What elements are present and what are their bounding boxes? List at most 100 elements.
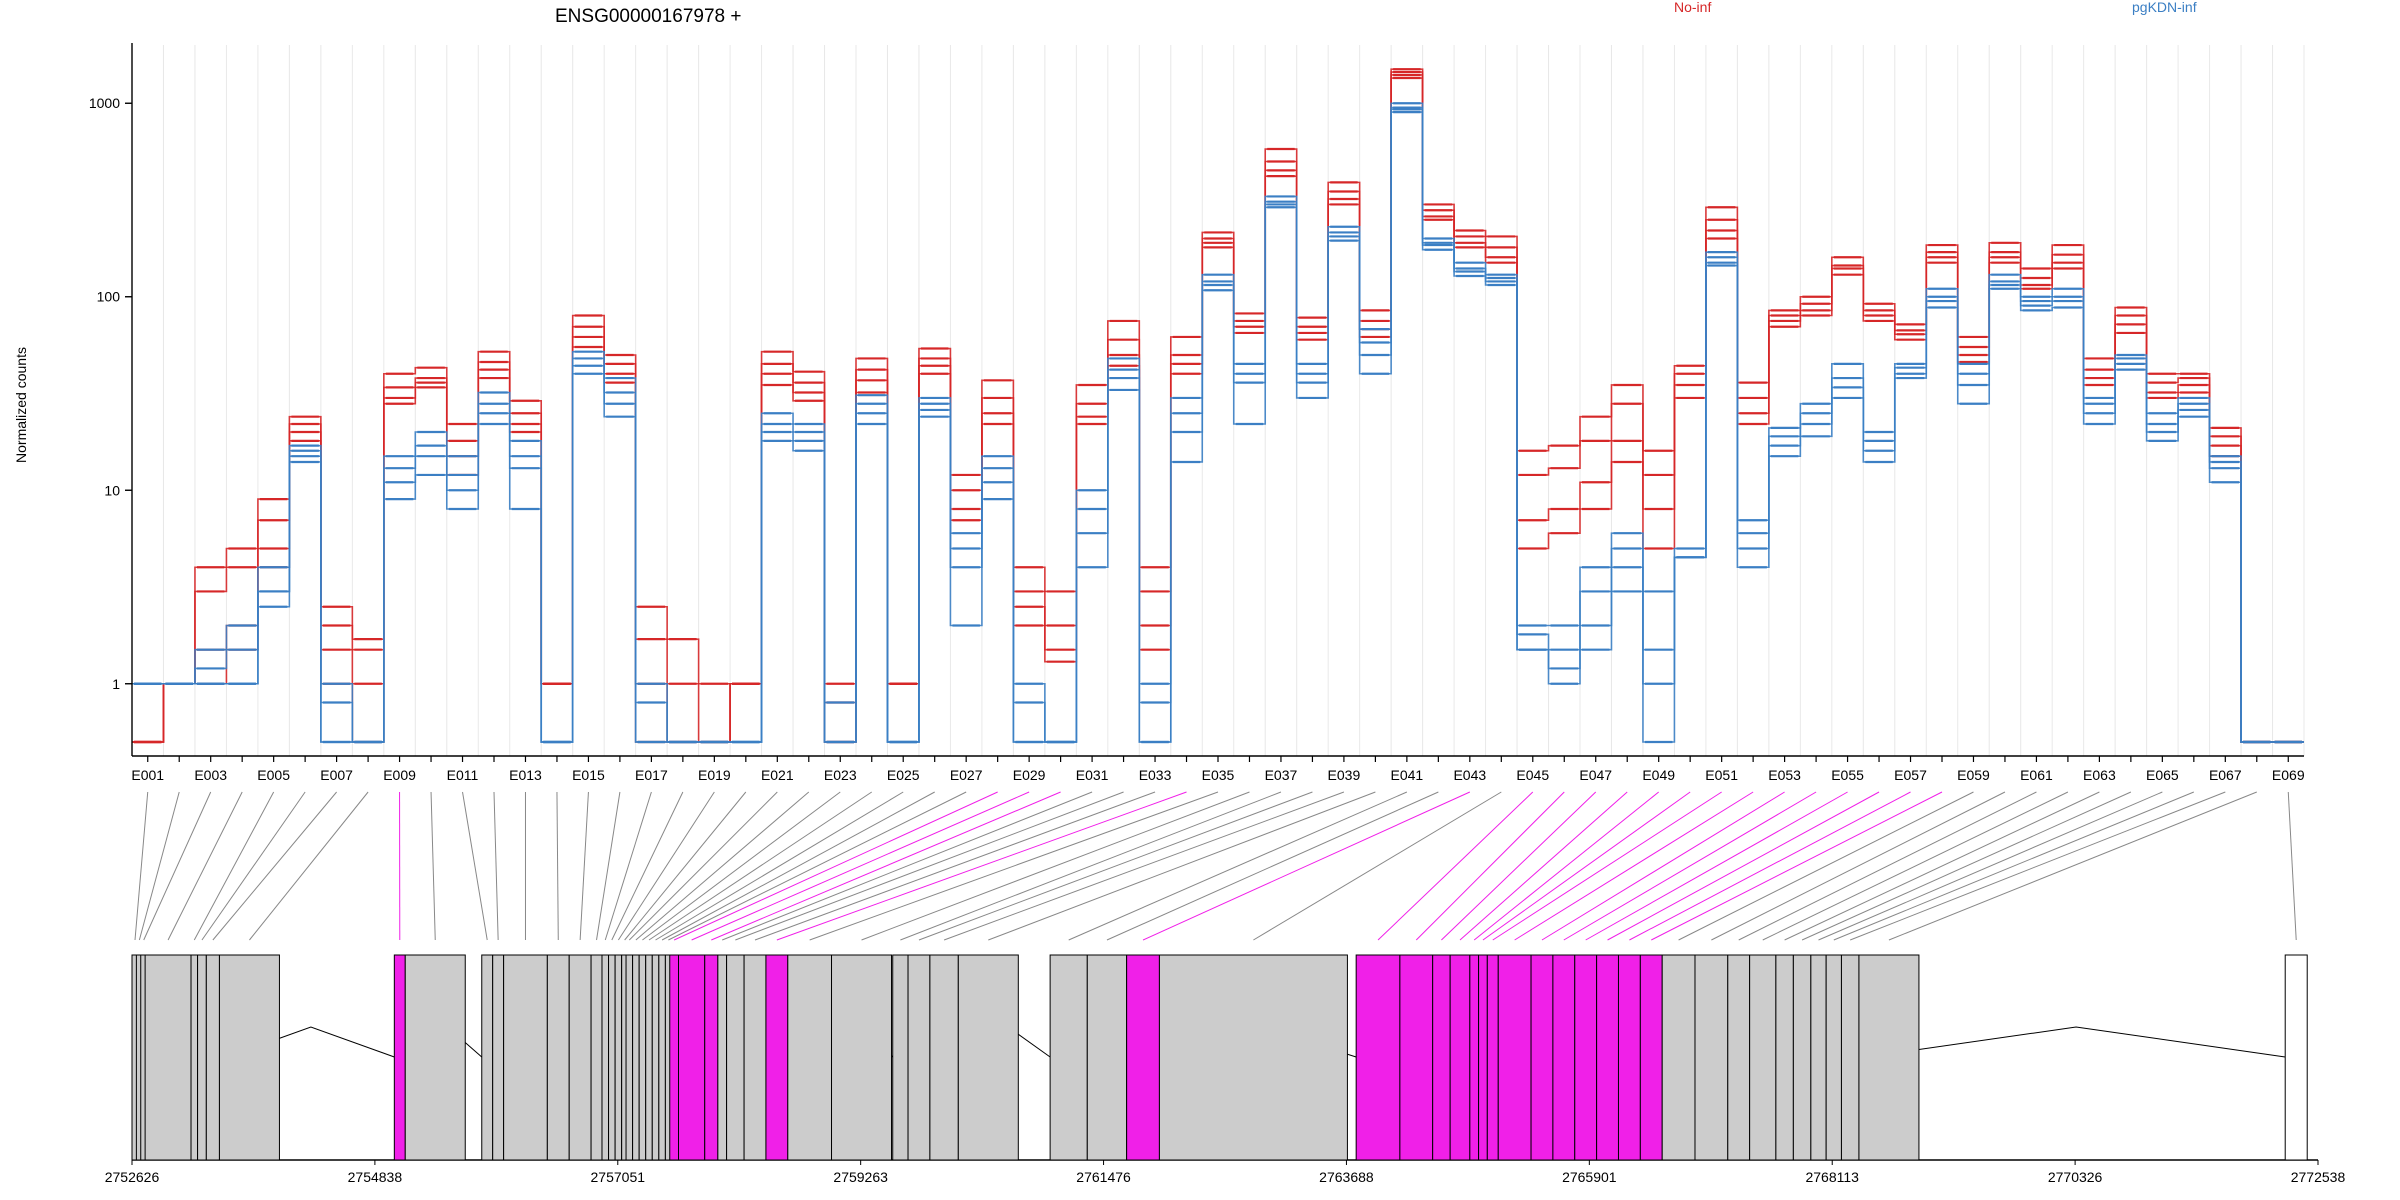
gene-exon-e055 <box>1574 954 1598 1161</box>
gene-exon-e053 <box>1530 954 1554 1161</box>
exon-tick-label: E037 <box>1265 767 1298 783</box>
connector-e018 <box>611 791 684 941</box>
exon-tick-label: E065 <box>2146 767 2179 783</box>
genomic-coordinate-label: 2759263 <box>833 1169 888 1185</box>
exon-tick-label: E061 <box>2020 767 2053 783</box>
connector-e035 <box>809 791 1219 941</box>
gene-exon-e008 <box>218 954 280 1161</box>
exon-tick-label: E057 <box>1894 767 1927 783</box>
gene-exon-e052 <box>1497 954 1532 1161</box>
connector-e067 <box>1850 791 2226 941</box>
axes: 1 10 100 1000 E001 E003 E005 E007 E009 E011 E013 E0… <box>89 43 2305 783</box>
connector-e042 <box>1106 791 1439 941</box>
series-line <box>132 74 2304 743</box>
series-line <box>132 108 2304 743</box>
series-pgkdn-inf-7 <box>132 111 2304 744</box>
genomic-coordinate-label: 2763688 <box>1319 1169 1374 1185</box>
connector-e051 <box>1492 791 1722 941</box>
y-axis-label: Normalized counts <box>13 347 29 463</box>
exon-tick-label: E019 <box>698 767 731 783</box>
exon-tick-label: E013 <box>509 767 542 783</box>
gene-exon-e015 <box>568 954 592 1161</box>
gene-exon-e058 <box>1639 954 1663 1161</box>
gene-exon-e038 <box>907 954 931 1161</box>
connector-e034 <box>776 791 1187 941</box>
gene-exon-e039 <box>929 954 959 1161</box>
gene-exon-e028 <box>669 954 679 1161</box>
connector-e036 <box>861 791 1250 941</box>
gene-exon-e021 <box>625 954 634 1161</box>
gene-exon-e010 <box>404 954 466 1161</box>
series-no-inf-0 <box>132 68 2304 744</box>
connector-e057 <box>1629 791 1911 941</box>
gene-exon-e026 <box>658 954 666 1161</box>
series-layer <box>132 68 2304 744</box>
y-tick-label: 100 <box>97 289 121 305</box>
connector-e010 <box>430 791 436 941</box>
gene-exon-e057 <box>1617 954 1641 1161</box>
gene-exon-e036 <box>831 954 893 1161</box>
connector-e056 <box>1607 791 1880 941</box>
connector-e068 <box>1888 791 2257 941</box>
connector-e039 <box>943 791 1345 941</box>
connector-e064 <box>1801 791 2132 941</box>
genomic-coordinate-label: 2770326 <box>2048 1169 2103 1185</box>
gene-exon-e048 <box>1449 954 1471 1161</box>
gene-exon-e004 <box>144 954 192 1161</box>
exon-connectors <box>134 791 2297 941</box>
connector-e024 <box>648 791 873 941</box>
connector-e011 <box>462 791 488 941</box>
gene-exon-e056 <box>1596 954 1619 1161</box>
series-line <box>132 102 2304 743</box>
connector-e022 <box>635 791 810 941</box>
gene-exon-e067 <box>1840 954 1860 1161</box>
connector-e012 <box>493 791 499 941</box>
gene-exon-e005 <box>190 954 199 1161</box>
series-pgkdn-inf-4 <box>132 102 2304 744</box>
gene-exon-e013 <box>503 954 548 1161</box>
gene-exon-e054 <box>1552 954 1576 1161</box>
connector-e028 <box>673 791 998 941</box>
connector-e060 <box>1711 791 2006 941</box>
connector-e001 <box>134 791 149 941</box>
gene-exon-e017 <box>601 954 610 1161</box>
series-no-inf-1 <box>132 70 2304 744</box>
gene-exon-e065 <box>1810 954 1827 1161</box>
gene-exon-e023 <box>638 954 647 1161</box>
connector-e044 <box>1253 791 1502 941</box>
exon-tick-label: E033 <box>1139 767 1172 783</box>
gene-exon-e059 <box>1661 954 1696 1161</box>
connector-e027 <box>668 791 967 941</box>
connector-e025 <box>655 791 904 941</box>
y-tick-label: 1 <box>112 676 120 692</box>
exon-tick-label: E063 <box>2083 767 2116 783</box>
gene-model: 2752626 2754838 2757051 2759263 2761476 27636… <box>105 954 2345 1185</box>
connector-e054 <box>1563 791 1817 941</box>
series-line <box>132 68 2304 743</box>
connector-e065 <box>1818 791 2163 941</box>
connector-e014 <box>556 791 559 941</box>
exon-tick-label: E039 <box>1328 767 1361 783</box>
gene-exon-e041 <box>1049 954 1088 1161</box>
gene-exon-e012 <box>492 954 505 1161</box>
gene-exon-e034 <box>765 954 789 1161</box>
exon-tick-label: E015 <box>572 767 605 783</box>
exon-tick-label: E049 <box>1642 767 1675 783</box>
connector-e048 <box>1459 791 1628 941</box>
gene-exon-e040 <box>957 954 1019 1161</box>
connector-e015 <box>579 791 589 941</box>
exon-tick-label: E031 <box>1076 767 1109 783</box>
series-no-inf-2 <box>132 73 2304 744</box>
connector-e008 <box>249 791 369 941</box>
gene-exon-e032 <box>726 954 745 1161</box>
legend-no-inf: No-inf <box>1674 0 1711 15</box>
gene-exon-e068 <box>1858 954 1920 1161</box>
genomic-coordinate-label: 2757051 <box>591 1169 646 1185</box>
gene-exon-e046 <box>1399 954 1434 1161</box>
gene-exon-e066 <box>1825 954 1842 1161</box>
y-tick-label: 10 <box>104 482 120 498</box>
chart-title: ENSG00000167978 + <box>555 6 741 27</box>
gene-exon-e031 <box>717 954 728 1161</box>
gene-exon-e019 <box>614 954 623 1161</box>
